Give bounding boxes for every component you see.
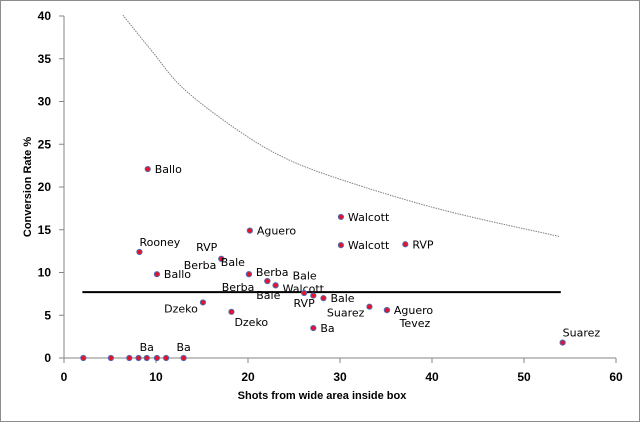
- data-point: [264, 277, 271, 285]
- data-point: [153, 354, 161, 362]
- point-label: Walcott: [283, 282, 325, 295]
- data-point: [383, 307, 391, 314]
- point-label: Suarez: [563, 327, 601, 340]
- data-point: [228, 308, 235, 315]
- point-label: Bale: [330, 292, 354, 305]
- y-tick-label: 0: [44, 351, 51, 365]
- y-tick-label: 15: [38, 223, 52, 237]
- point-label: Walcott: [348, 239, 390, 252]
- point-label: Ba: [320, 322, 334, 335]
- data-point: [80, 354, 87, 362]
- point-label: Ballo: [164, 268, 191, 281]
- point-label: RVP: [412, 238, 434, 251]
- data-point: [163, 354, 170, 362]
- point-label: Ballo: [155, 163, 182, 176]
- x-axis-title: Shots from wide area inside box: [238, 390, 408, 402]
- data-point: [143, 354, 150, 362]
- data-point: [320, 295, 327, 302]
- point-label: RVP: [196, 241, 218, 254]
- point-label: RVP: [294, 297, 316, 310]
- data-point: [144, 165, 151, 173]
- data-point: [136, 248, 143, 256]
- data-point: [126, 354, 133, 362]
- data-point: [180, 354, 187, 362]
- point-label: Bale: [221, 256, 245, 269]
- point-label: Ba: [140, 341, 154, 354]
- point-label: Dzeko: [234, 316, 268, 329]
- data-point: [199, 299, 207, 306]
- data-point: [218, 255, 225, 262]
- y-tick-label: 5: [44, 308, 51, 322]
- y-tick-label: 20: [38, 180, 52, 194]
- point-label: Aguero: [257, 225, 297, 238]
- y-tick-label: 40: [38, 9, 52, 23]
- y-tick-label: 10: [38, 266, 52, 280]
- data-point: [337, 242, 345, 249]
- x-tick-label: 40: [425, 370, 439, 384]
- point-label: Dzeko: [164, 302, 198, 315]
- point-label: Berba: [256, 266, 289, 279]
- marks: BalloRooneyBalloRVPBerbaAgueroBaleBerbaB…: [80, 14, 601, 362]
- point-label: Bale: [293, 269, 317, 282]
- data-point: [272, 282, 279, 289]
- data-point: [559, 339, 566, 346]
- point-label: Berba: [184, 259, 217, 272]
- y-tick-label: 35: [38, 52, 52, 66]
- data-point: [402, 241, 409, 248]
- point-label: Suarez: [327, 307, 365, 320]
- data-point: [337, 213, 345, 221]
- y-tick-label: 25: [38, 137, 52, 151]
- data-point: [310, 324, 317, 332]
- x-tick-label: 20: [241, 370, 255, 384]
- data-point: [153, 271, 161, 278]
- x-tick-label: 0: [61, 370, 68, 384]
- point-label: Berba: [222, 281, 255, 294]
- data-point: [107, 354, 115, 362]
- x-tick-label: 50: [517, 370, 531, 384]
- data-point: [310, 292, 317, 299]
- x-tick-label: 30: [333, 370, 347, 384]
- data-point: [301, 289, 308, 297]
- data-point: [246, 227, 253, 234]
- data-point: [366, 303, 373, 310]
- data-point: [135, 354, 142, 362]
- point-label: Aguero: [394, 304, 434, 317]
- x-tick-label: 10: [149, 370, 163, 384]
- point-label: Bale: [256, 289, 280, 302]
- point-label: Walcott: [348, 211, 390, 224]
- axes: 0 10 20 30 40 50 60 0 5 10 15 20 25 30 35 40: [38, 9, 623, 384]
- x-tick-label: 60: [609, 370, 623, 384]
- point-label: Tevez: [399, 317, 431, 330]
- trend-curve: [122, 14, 560, 238]
- data-point: [245, 271, 253, 278]
- y-axis-title: Conversion Rate %: [22, 137, 34, 237]
- y-tick-label: 30: [38, 95, 52, 109]
- point-label: Ba: [176, 341, 190, 354]
- point-label: Rooney: [139, 236, 180, 249]
